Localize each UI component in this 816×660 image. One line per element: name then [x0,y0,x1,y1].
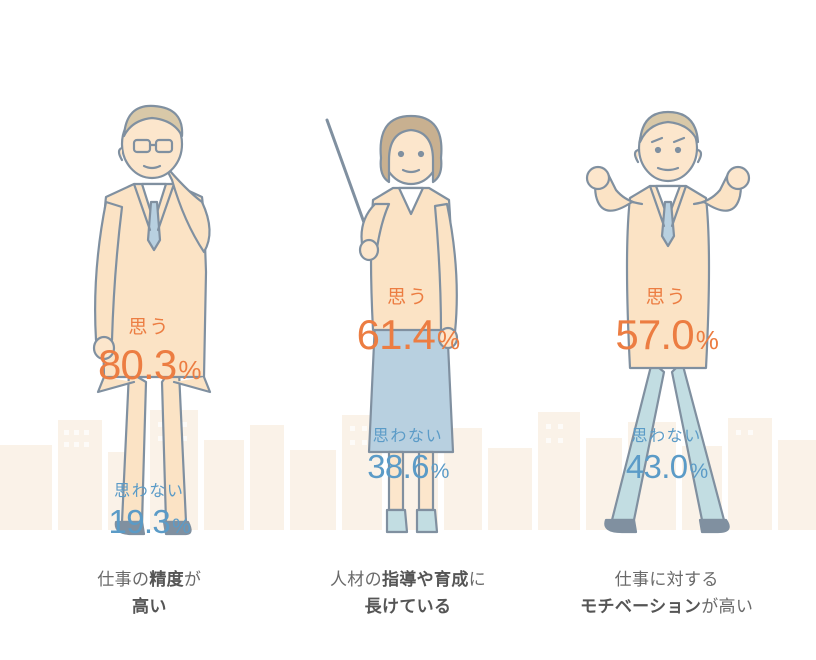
stat-no: 思わない 43.0% [552,422,782,486]
yes-value: 57.0% [552,311,782,359]
stat-yes: 思う 61.4% [293,282,523,359]
no-value: 38.6% [293,448,523,486]
figure-man-thinking: 思う 80.3% 思わない 19.3% [34,72,264,542]
no-label: 思わない [293,422,523,446]
infographic-panels: 思う 80.3% 思わない 19.3% 仕事の精度が 高い [0,0,816,660]
no-value: 43.0% [552,448,782,486]
no-label: 思わない [34,477,264,501]
figure-woman-pointer: 思う 61.4% 思わない 38.6% [293,72,523,542]
stat-yes: 思う 80.3% [34,312,264,389]
stat-no: 思わない 38.6% [293,422,523,486]
caption: 仕事に対する モチベーションが高い [580,566,753,620]
yes-value: 80.3% [34,341,264,389]
caption: 仕事の精度が 高い [97,566,201,620]
no-value: 19.3% [34,503,264,541]
panel-precision: 思う 80.3% 思わない 19.3% 仕事の精度が 高い [20,20,279,620]
yes-value: 61.4% [293,311,523,359]
yes-label: 思う [552,282,782,309]
yes-label: 思う [34,312,264,339]
stat-no: 思わない 19.3% [34,477,264,541]
figure-man-flex: 思う 57.0% 思わない 43.0% [552,72,782,542]
stat-yes: 思う 57.0% [552,282,782,359]
panel-motivation: 思う 57.0% 思わない 43.0% 仕事に対する モチベーションが高い [537,20,796,620]
no-label: 思わない [552,422,782,446]
caption: 人材の指導や育成に 長けている [330,566,486,620]
yes-label: 思う [293,282,523,309]
panel-training: 思う 61.4% 思わない 38.6% 人材の指導や育成に 長けている [279,20,538,620]
